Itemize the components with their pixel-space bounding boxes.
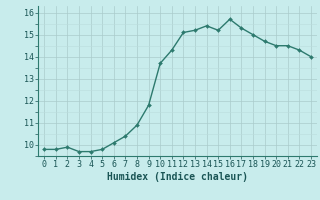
X-axis label: Humidex (Indice chaleur): Humidex (Indice chaleur) bbox=[107, 172, 248, 182]
